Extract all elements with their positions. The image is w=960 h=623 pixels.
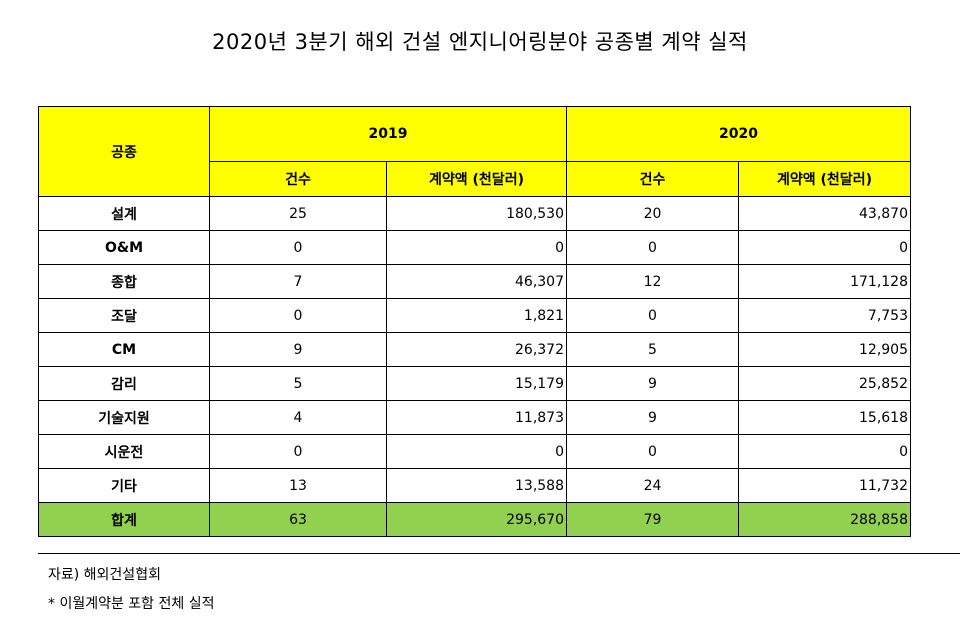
footer-divider	[38, 553, 960, 554]
table-row: 종합 7 46,307 12 171,128	[38, 264, 911, 299]
cell-amount-2019: 180,530	[386, 196, 567, 231]
cell-amount-2019: 26,372	[386, 332, 567, 367]
cell-count-2019: 4	[209, 400, 387, 435]
cell-count-2019: 0	[209, 298, 387, 333]
cell-category: O&M	[38, 230, 210, 265]
cell-amount-2019: 46,307	[386, 264, 567, 299]
cell-category: 합계	[38, 502, 210, 537]
cell-category: 조달	[38, 298, 210, 333]
cell-count-2019: 7	[209, 264, 387, 299]
header-cell-count-2020: 건수	[566, 161, 739, 197]
cell-category: 시운전	[38, 434, 210, 469]
cell-category: 기타	[38, 468, 210, 503]
header-cell-amount-2019: 계약액 (천달러)	[386, 161, 567, 197]
cell-amount-2020: 171,128	[738, 264, 911, 299]
cell-count-2019: 0	[209, 434, 387, 469]
cell-amount-2019: 295,670	[386, 502, 567, 537]
cell-count-2020: 0	[566, 230, 739, 265]
cell-amount-2020: 288,858	[738, 502, 911, 537]
table-row: CM 9 26,372 5 12,905	[38, 332, 911, 367]
cell-count-2020: 24	[566, 468, 739, 503]
total-row: 합계 63 295,670 79 288,858	[38, 502, 911, 537]
cell-category: 기술지원	[38, 400, 210, 435]
cell-amount-2019: 13,588	[386, 468, 567, 503]
cell-amount-2020: 0	[738, 434, 911, 469]
footnote: * 이월계약분 포함 전체 실적	[48, 596, 215, 612]
cell-count-2020: 0	[566, 434, 739, 469]
cell-category: 감리	[38, 366, 210, 401]
table-row: 조달 0 1,821 0 7,753	[38, 298, 911, 333]
table-row: 감리 5 15,179 9 25,852	[38, 366, 911, 401]
cell-count-2020: 12	[566, 264, 739, 299]
cell-amount-2020: 7,753	[738, 298, 911, 333]
header-row-years: 공종 2019 2020	[38, 106, 911, 197]
cell-amount-2019: 1,821	[386, 298, 567, 333]
cell-amount-2019: 15,179	[386, 366, 567, 401]
cell-count-2019: 13	[209, 468, 387, 503]
header-cell-amount-2020: 계약액 (천달러)	[738, 161, 911, 197]
cell-count-2020: 5	[566, 332, 739, 367]
cell-count-2019: 5	[209, 366, 387, 401]
cell-count-2019: 25	[209, 196, 387, 231]
source-note: 자료) 해외건설협회	[48, 567, 161, 583]
cell-amount-2020: 12,905	[738, 332, 911, 367]
cell-amount-2020: 15,618	[738, 400, 911, 435]
header-cell-count-2019: 건수	[209, 161, 387, 197]
cell-count-2020: 9	[566, 400, 739, 435]
cell-count-2019: 9	[209, 332, 387, 367]
cell-count-2020: 0	[566, 298, 739, 333]
table-row: O&M 0 0 0 0	[38, 230, 911, 265]
cell-amount-2020: 25,852	[738, 366, 911, 401]
cell-count-2019: 63	[209, 502, 387, 537]
table-row: 시운전 0 0 0 0	[38, 434, 911, 469]
header-cell-category: 공종	[38, 106, 210, 197]
cell-count-2019: 0	[209, 230, 387, 265]
cell-amount-2019: 11,873	[386, 400, 567, 435]
cell-amount-2020: 11,732	[738, 468, 911, 503]
header-cell-year-2020: 2020	[566, 106, 911, 162]
header-row-metrics: 건수 계약액 (천달러) 건수 계약액 (천달러)	[39, 161, 911, 197]
page-title: 2020년 3분기 해외 건설 엔지니어링분야 공종별 계약 실적	[212, 30, 748, 54]
table-row: 설계 25 180,530 20 43,870	[38, 196, 911, 231]
table-row: 기술지원 4 11,873 9 15,618	[38, 400, 911, 435]
contract-table: 공종 2019 2020 건수 계약액 (천달러) 건수 계약액 (천달러) 설…	[38, 106, 911, 537]
cell-count-2020: 20	[566, 196, 739, 231]
cell-category: CM	[38, 332, 210, 367]
cell-category: 종합	[38, 264, 210, 299]
cell-amount-2020: 43,870	[738, 196, 911, 231]
cell-amount-2019: 0	[386, 230, 567, 265]
cell-amount-2019: 0	[386, 434, 567, 469]
cell-count-2020: 9	[566, 366, 739, 401]
table-row: 기타 13 13,588 24 11,732	[38, 468, 911, 503]
cell-category: 설계	[38, 196, 210, 231]
cell-amount-2020: 0	[738, 230, 911, 265]
cell-count-2020: 79	[566, 502, 739, 537]
header-cell-year-2019: 2019	[209, 106, 567, 162]
